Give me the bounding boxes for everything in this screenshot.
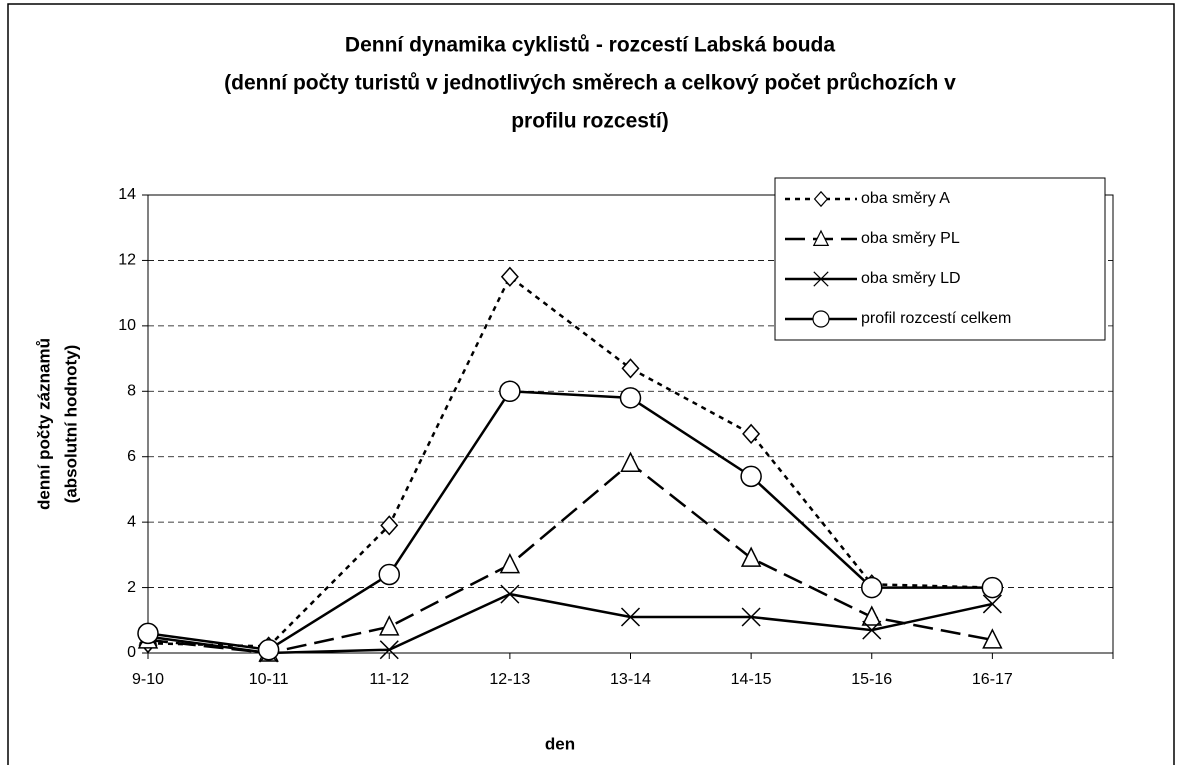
marker — [812, 229, 830, 247]
series-line — [147, 461, 993, 655]
marker — [981, 576, 1004, 599]
x-tick-label: 13-14 — [610, 671, 651, 688]
marker — [741, 607, 761, 627]
marker — [500, 584, 520, 604]
y-tick-label: 10 — [118, 317, 136, 334]
y-tick-label: 14 — [118, 186, 136, 203]
marker — [378, 563, 400, 586]
chart-title: profilu rozcestí) — [511, 110, 669, 133]
marker — [982, 628, 1003, 649]
y-tick-label: 4 — [127, 513, 136, 530]
marker — [861, 605, 882, 626]
marker — [982, 594, 1002, 614]
y-tick-label: 2 — [127, 579, 136, 596]
marker — [620, 451, 641, 473]
y-axis-label: denní počty záznamů — [34, 338, 53, 510]
x-tick-label: 10-11 — [249, 671, 289, 688]
marker — [861, 576, 883, 599]
y-tick-label: 12 — [118, 252, 136, 269]
x-axis-label: den — [545, 734, 575, 753]
y-tick-label: 8 — [127, 383, 136, 400]
marker — [500, 266, 519, 287]
marker — [813, 190, 829, 208]
marker — [740, 465, 762, 488]
chart-title: Denní dynamika cyklistů - rozcestí Labsk… — [345, 34, 835, 57]
x-tick-label: 16-17 — [972, 671, 1013, 688]
marker — [379, 640, 399, 660]
marker — [862, 620, 882, 640]
legend-label: oba směry A — [861, 190, 950, 207]
x-tick-label: 11-12 — [369, 671, 409, 688]
x-tick-label: 9-10 — [132, 671, 164, 688]
x-tick-label: 15-16 — [851, 671, 892, 688]
marker — [137, 622, 159, 645]
marker — [380, 515, 399, 536]
y-tick-label: 0 — [127, 644, 136, 661]
y-axis-label: (absolutní hodnoty) — [61, 345, 80, 504]
marker — [812, 310, 830, 328]
marker — [740, 546, 762, 567]
series-line — [147, 274, 993, 648]
marker — [379, 615, 400, 636]
marker — [257, 638, 280, 661]
marker — [621, 358, 640, 379]
chart-title: (denní počty turistů v jednotlivých směr… — [224, 72, 956, 95]
x-tick-label: 12-13 — [489, 671, 530, 688]
marker — [620, 607, 641, 627]
series-line — [147, 389, 993, 652]
legend-label: oba směry LD — [861, 270, 961, 287]
x-tick-label: 14-15 — [731, 671, 772, 688]
legend-box — [774, 177, 1106, 341]
legend-label: oba směry PL — [861, 230, 960, 247]
y-tick-label: 6 — [127, 448, 136, 465]
marker — [742, 423, 761, 444]
marker — [619, 387, 642, 409]
marker — [499, 552, 521, 574]
legend-label: profil rozcestí celkem — [861, 310, 1011, 327]
marker — [813, 271, 829, 287]
series-line — [147, 592, 993, 655]
marker — [499, 380, 521, 403]
